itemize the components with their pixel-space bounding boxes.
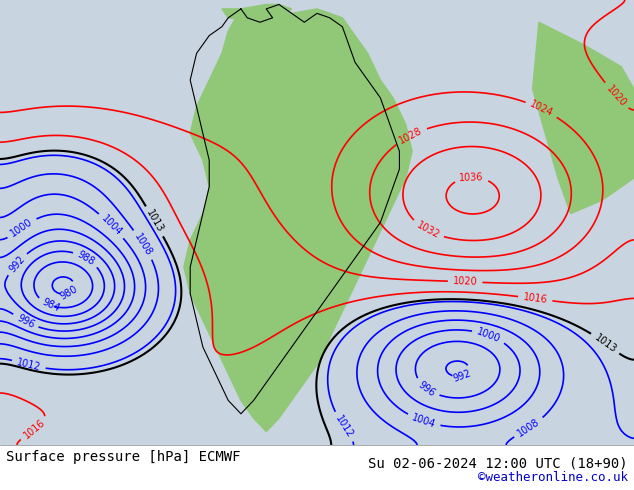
Text: 1004: 1004 (411, 413, 437, 430)
Text: 1024: 1024 (528, 99, 555, 119)
Text: 992: 992 (451, 368, 472, 384)
Text: 984: 984 (41, 297, 61, 314)
Text: 1036: 1036 (459, 172, 484, 183)
Polygon shape (222, 4, 292, 22)
Text: Surface pressure [hPa] ECMWF: Surface pressure [hPa] ECMWF (6, 450, 241, 464)
Text: 992: 992 (7, 253, 27, 274)
Text: 1028: 1028 (398, 125, 424, 146)
Text: 980: 980 (59, 284, 80, 302)
Polygon shape (184, 4, 412, 432)
Text: 1008: 1008 (516, 417, 542, 439)
Text: 1016: 1016 (522, 292, 548, 305)
Text: 1020: 1020 (604, 84, 628, 109)
Text: 996: 996 (417, 379, 437, 398)
Text: 1016: 1016 (22, 417, 48, 441)
Polygon shape (533, 22, 634, 214)
Text: Su 02-06-2024 12:00 UTC (18+90): Su 02-06-2024 12:00 UTC (18+90) (368, 456, 628, 470)
Text: ©weatheronline.co.uk: ©weatheronline.co.uk (477, 471, 628, 484)
Text: 996: 996 (15, 313, 36, 330)
Text: 1012: 1012 (333, 414, 355, 440)
Text: 988: 988 (75, 249, 96, 268)
Text: 1004: 1004 (100, 214, 124, 238)
Text: 1008: 1008 (133, 232, 154, 258)
Text: 1020: 1020 (453, 276, 477, 287)
Text: 1012: 1012 (15, 357, 42, 372)
Text: 1013: 1013 (144, 208, 165, 234)
Text: 1013: 1013 (592, 332, 618, 355)
Text: 1032: 1032 (415, 220, 441, 241)
Text: 1000: 1000 (9, 217, 35, 239)
Text: 1000: 1000 (476, 326, 502, 344)
